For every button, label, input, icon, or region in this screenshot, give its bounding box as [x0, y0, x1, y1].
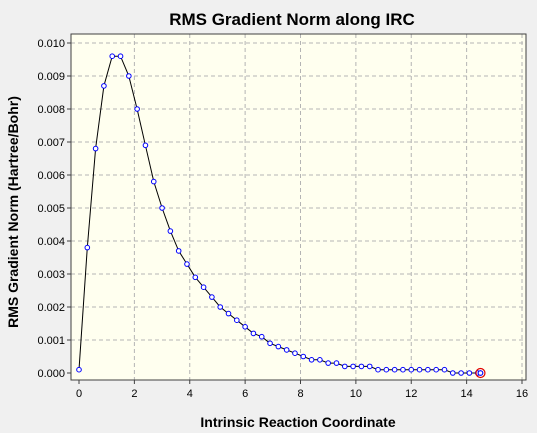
- axis-ticks: 0 2 4 6 8 10 12 14 16 0.000 0.001 0.002 0.003 0.004 0.…: [37, 38, 528, 400]
- data-point[interactable]: [449, 370, 456, 376]
- y-tick-label: 0.005: [37, 203, 65, 215]
- data-point[interactable]: [159, 205, 165, 211]
- data-point[interactable]: [375, 366, 381, 373]
- data-point[interactable]: [458, 370, 464, 376]
- y-tick-label: 0.009: [37, 71, 65, 83]
- grid: [71, 34, 526, 380]
- y-tick-label: 0.007: [37, 137, 65, 149]
- data-point[interactable]: [134, 106, 140, 112]
- x-tick-label: 16: [516, 388, 528, 400]
- y-tick-label: 0.008: [37, 104, 65, 116]
- y-tick-label: 0.010: [37, 38, 65, 50]
- data-point[interactable]: [192, 274, 199, 281]
- chart-title: RMS Gradient Norm along IRC: [169, 10, 415, 29]
- data-point[interactable]: [366, 363, 373, 370]
- data-point[interactable]: [408, 366, 415, 373]
- data-points: [76, 53, 486, 379]
- data-point[interactable]: [150, 178, 157, 185]
- x-tick-label: 0: [76, 388, 82, 400]
- data-point[interactable]: [383, 366, 390, 373]
- highlighted-point-ring: [475, 367, 486, 379]
- y-tick-label: 0.003: [37, 269, 65, 281]
- y-tick-label: 0.004: [37, 236, 65, 248]
- data-point[interactable]: [441, 366, 448, 373]
- x-tick-label: 2: [131, 388, 137, 400]
- data-point[interactable]: [92, 145, 99, 152]
- data-point[interactable]: [258, 333, 265, 340]
- data-point[interactable]: [250, 330, 257, 337]
- data-point[interactable]: [242, 324, 248, 330]
- data-point[interactable]: [167, 228, 174, 234]
- data-point[interactable]: [317, 357, 323, 363]
- data-point[interactable]: [425, 366, 431, 373]
- data-point[interactable]: [300, 353, 307, 360]
- y-tick-label: 0.001: [37, 335, 65, 347]
- data-point[interactable]: [217, 304, 224, 310]
- data-point[interactable]: [117, 53, 124, 60]
- y-tick-label: 0.000: [37, 368, 65, 380]
- data-point[interactable]: [325, 360, 331, 366]
- data-point[interactable]: [109, 53, 116, 60]
- data-point[interactable]: [292, 350, 298, 357]
- data-point[interactable]: [400, 366, 406, 373]
- x-tick-label: 14: [461, 388, 473, 400]
- data-point[interactable]: [466, 370, 473, 376]
- data-point[interactable]: [175, 248, 182, 254]
- data-point[interactable]: [142, 142, 149, 149]
- data-point[interactable]: [433, 366, 439, 373]
- data-point[interactable]: [200, 284, 207, 291]
- data-point[interactable]: [184, 261, 190, 267]
- x-tick-label: 10: [350, 388, 362, 400]
- data-point[interactable]: [308, 357, 315, 363]
- x-tick-label: 6: [242, 388, 248, 400]
- data-point[interactable]: [84, 244, 91, 251]
- data-point[interactable]: [391, 366, 398, 373]
- data-point[interactable]: [209, 294, 215, 300]
- x-tick-label: 12: [405, 388, 417, 400]
- y-axis-label: RMS Gradient Norm (Hartree/Bohr): [5, 96, 21, 328]
- data-point[interactable]: [275, 343, 282, 350]
- data-point[interactable]: [76, 366, 82, 373]
- plot-frame: [70, 33, 527, 381]
- data-point[interactable]: [126, 73, 132, 79]
- data-point[interactable]: [267, 340, 273, 347]
- y-tick-label: 0.006: [37, 170, 65, 182]
- y-tick-label: 0.002: [37, 302, 65, 314]
- x-tick-label: 4: [187, 388, 193, 400]
- x-tick-label: 8: [297, 388, 303, 400]
- plot-area: [71, 34, 526, 380]
- x-axis-label: Intrinsic Reaction Coordinate: [200, 414, 395, 430]
- data-point[interactable]: [283, 347, 290, 353]
- data-point[interactable]: [477, 370, 484, 376]
- data-point[interactable]: [416, 366, 423, 373]
- data-point[interactable]: [333, 360, 340, 366]
- data-point[interactable]: [225, 310, 232, 317]
- data-point[interactable]: [342, 363, 348, 370]
- data-point[interactable]: [101, 83, 107, 89]
- data-point[interactable]: [350, 363, 356, 370]
- data-point[interactable]: [234, 317, 240, 324]
- data-point[interactable]: [358, 363, 365, 370]
